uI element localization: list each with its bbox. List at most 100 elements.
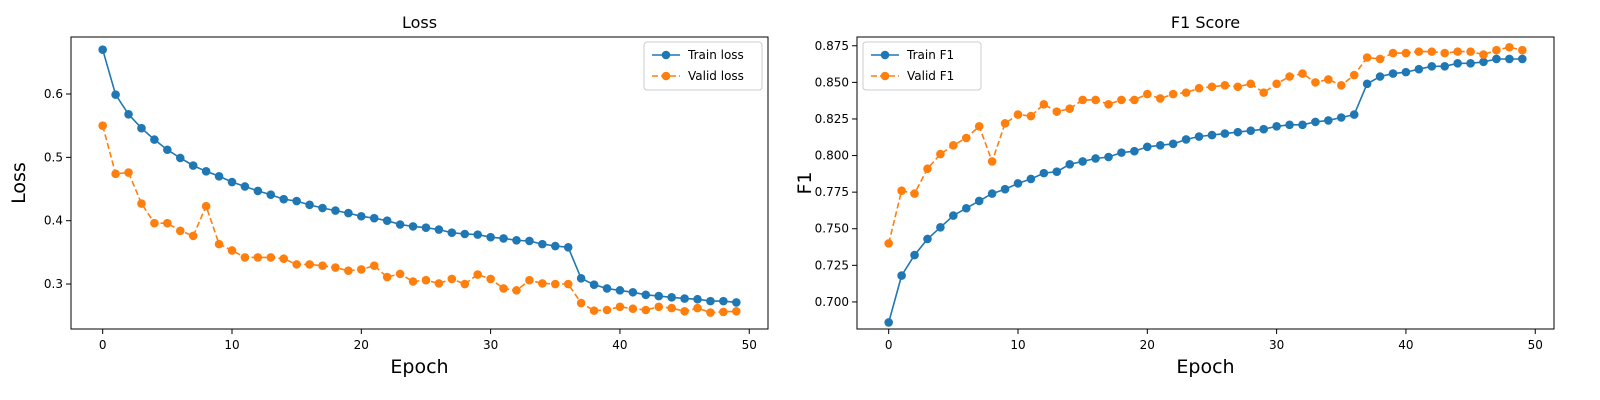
data-point xyxy=(1246,126,1256,135)
data-point xyxy=(1026,111,1036,121)
legend-label: Valid loss xyxy=(688,69,744,83)
x-tick-label: 40 xyxy=(1398,338,1413,352)
y-tick-label: 0.775 xyxy=(815,185,849,199)
data-point xyxy=(1039,100,1049,109)
data-point xyxy=(884,239,893,248)
data-point xyxy=(408,222,418,231)
data-point xyxy=(175,153,185,163)
data-point xyxy=(369,261,379,270)
y-tick-label: 0.825 xyxy=(815,112,849,126)
data-point xyxy=(163,218,172,228)
data-point xyxy=(1324,116,1333,125)
data-point xyxy=(923,164,932,174)
x-tick-label: 20 xyxy=(1140,338,1155,352)
data-point xyxy=(98,121,107,130)
series-line-train xyxy=(887,58,1523,323)
chart-title: Loss xyxy=(402,13,437,32)
data-point xyxy=(974,196,984,206)
series-line-valid xyxy=(101,125,737,314)
y-tick-label: 0.850 xyxy=(815,75,849,89)
data-point xyxy=(525,275,534,285)
data-point xyxy=(628,304,638,314)
data-point xyxy=(1298,69,1307,78)
data-point xyxy=(550,279,560,289)
y-tick-label: 0.725 xyxy=(815,258,849,272)
data-point xyxy=(1466,59,1475,68)
plot-frame xyxy=(856,36,1555,330)
data-point xyxy=(1104,100,1113,109)
y-tick-label: 0.750 xyxy=(815,222,849,236)
data-point xyxy=(1026,174,1036,184)
data-point xyxy=(1285,72,1294,81)
data-point xyxy=(1065,104,1075,114)
x-tick-label: 50 xyxy=(1528,338,1543,352)
legend-label: Train F1 xyxy=(906,48,954,62)
y-tick-label: 0.800 xyxy=(815,149,849,163)
data-point xyxy=(961,203,971,213)
data-point xyxy=(693,294,702,304)
plot-frame xyxy=(70,36,769,330)
data-point xyxy=(240,182,250,191)
data-point xyxy=(1362,53,1372,62)
f1-score-chart: F1 Score 0 10 20 30 40 50 0.700 0.725 0.750 0.775 0… xyxy=(794,13,1555,378)
data-point xyxy=(1117,95,1126,105)
data-point xyxy=(1143,142,1152,152)
y-axis-label: F1 xyxy=(794,171,816,194)
data-point xyxy=(318,261,327,270)
data-point xyxy=(1052,167,1062,176)
data-point xyxy=(473,270,482,279)
data-point xyxy=(175,226,185,236)
data-point xyxy=(987,157,997,166)
data-point xyxy=(1375,54,1385,64)
data-point xyxy=(1440,61,1450,71)
y-tick-label: 0.3 xyxy=(44,277,63,291)
data-point xyxy=(279,194,289,204)
data-point xyxy=(421,275,431,285)
data-point xyxy=(1130,146,1139,156)
data-point xyxy=(538,239,547,249)
loss-chart: Loss 0 10 20 30 40 50 0.3 0.4 0.5 0.6 Epoch Loss Trai… xyxy=(8,13,769,378)
data-point xyxy=(137,199,146,208)
data-point xyxy=(538,279,547,288)
data-point xyxy=(1518,54,1527,64)
data-point xyxy=(1194,132,1204,141)
data-point xyxy=(1298,120,1307,130)
data-point xyxy=(253,253,263,262)
data-point xyxy=(357,265,366,274)
data-point xyxy=(1427,47,1437,56)
data-point xyxy=(460,229,470,239)
data-point xyxy=(1285,120,1294,130)
data-point xyxy=(706,308,715,317)
data-point xyxy=(1233,127,1243,137)
data-point xyxy=(1104,152,1113,162)
data-point xyxy=(98,45,107,54)
data-point xyxy=(1130,95,1139,105)
data-point xyxy=(1414,47,1424,56)
data-point xyxy=(1259,124,1268,134)
data-point xyxy=(1466,47,1475,56)
data-point xyxy=(1453,59,1462,68)
data-point xyxy=(719,307,728,317)
legend-box xyxy=(643,41,763,91)
data-point xyxy=(447,228,457,238)
series-line-valid xyxy=(887,46,1523,244)
x-tick-label: 30 xyxy=(483,338,498,352)
data-point xyxy=(331,206,340,215)
data-point xyxy=(706,296,715,306)
data-point xyxy=(292,260,301,269)
legend-marker xyxy=(880,71,890,81)
data-point xyxy=(344,208,353,218)
x-tick-label: 50 xyxy=(742,338,757,352)
data-point xyxy=(473,230,482,239)
data-point xyxy=(266,190,276,200)
data-point xyxy=(408,277,418,286)
y-tick-label: 0.875 xyxy=(815,39,849,53)
data-point xyxy=(382,272,392,282)
data-point xyxy=(680,306,689,316)
data-point xyxy=(897,186,906,195)
data-point xyxy=(1505,54,1514,64)
data-point xyxy=(589,306,599,315)
data-point xyxy=(1013,179,1023,188)
data-point xyxy=(1375,72,1385,81)
